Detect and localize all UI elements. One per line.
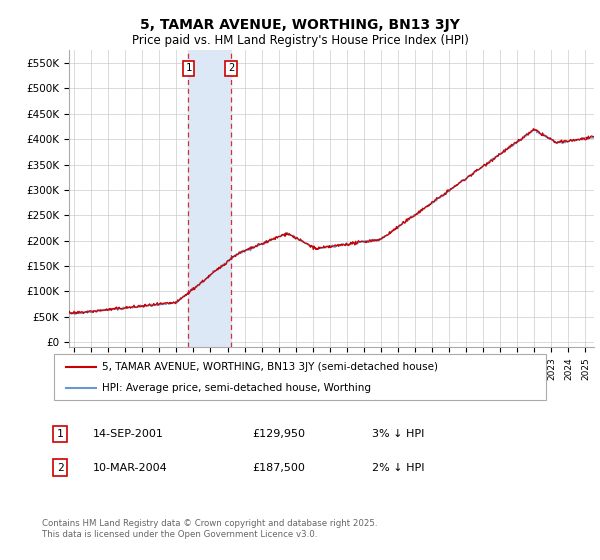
Text: 2: 2: [56, 463, 64, 473]
Bar: [188, 50, 231, 347]
Text: 5, TAMAR AVENUE, WORTHING, BN13 3JY (semi-detached house): 5, TAMAR AVENUE, WORTHING, BN13 3JY (sem…: [102, 362, 438, 372]
Text: £129,950: £129,950: [252, 429, 305, 439]
Text: 5, TAMAR AVENUE, WORTHING, BN13 3JY: 5, TAMAR AVENUE, WORTHING, BN13 3JY: [140, 18, 460, 32]
Text: 1: 1: [185, 63, 191, 73]
Text: 2% ↓ HPI: 2% ↓ HPI: [372, 463, 425, 473]
Text: 1: 1: [56, 429, 64, 439]
Text: 14-SEP-2001: 14-SEP-2001: [93, 429, 164, 439]
Text: 2: 2: [228, 63, 234, 73]
Text: 10-MAR-2004: 10-MAR-2004: [93, 463, 168, 473]
Text: Price paid vs. HM Land Registry's House Price Index (HPI): Price paid vs. HM Land Registry's House …: [131, 34, 469, 47]
Text: £187,500: £187,500: [252, 463, 305, 473]
Text: HPI: Average price, semi-detached house, Worthing: HPI: Average price, semi-detached house,…: [102, 382, 371, 393]
Text: 3% ↓ HPI: 3% ↓ HPI: [372, 429, 424, 439]
Text: Contains HM Land Registry data © Crown copyright and database right 2025.
This d: Contains HM Land Registry data © Crown c…: [42, 520, 377, 539]
